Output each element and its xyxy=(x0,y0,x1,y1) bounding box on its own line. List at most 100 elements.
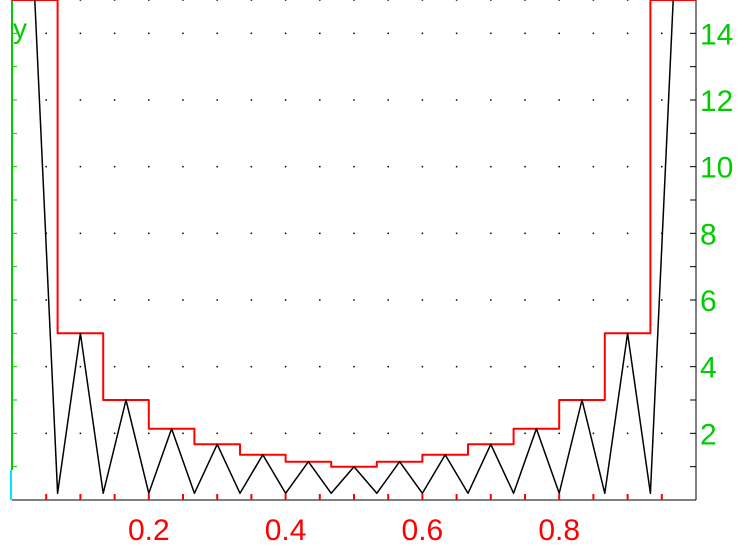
corner-mark xyxy=(10,470,12,500)
grid-dot xyxy=(455,432,458,435)
grid-dot xyxy=(113,99,116,101)
grid-dot xyxy=(113,232,116,235)
grid-dot xyxy=(421,0,424,1)
grid-dot xyxy=(79,232,82,235)
grid-dot xyxy=(250,365,253,368)
grid-dot xyxy=(421,165,424,168)
grid-dot xyxy=(524,165,526,168)
grid-dot xyxy=(216,99,218,101)
grid-dot xyxy=(353,165,355,168)
grid-dot xyxy=(79,432,82,435)
grid-dot xyxy=(592,0,595,1)
grid-dot xyxy=(319,99,321,101)
grid-dot xyxy=(490,0,492,1)
grid-dot xyxy=(592,32,595,35)
grid-dot xyxy=(455,299,458,301)
grid-dot xyxy=(661,32,663,35)
grid-dot xyxy=(79,165,82,168)
grid-dot xyxy=(284,165,287,168)
y-tick-label: 10 xyxy=(700,152,733,185)
grid-dot xyxy=(216,432,218,435)
grid-dot xyxy=(284,99,287,101)
grid-dot xyxy=(558,432,560,435)
grid-dot xyxy=(626,0,629,1)
grid-dot xyxy=(45,165,47,168)
grid-dot xyxy=(113,365,116,368)
grid-dot xyxy=(353,365,355,368)
grid-dot xyxy=(455,99,458,101)
grid-dot xyxy=(319,0,321,1)
grid-dot xyxy=(524,299,526,301)
grid-dot xyxy=(250,165,253,168)
grid-dot xyxy=(661,432,663,435)
grid-dot xyxy=(558,0,560,1)
grid-dot xyxy=(319,365,321,368)
grid-dot xyxy=(661,165,663,168)
grid-dot xyxy=(490,32,492,35)
grid-dot xyxy=(455,232,458,235)
x-tick-label: 0.8 xyxy=(538,514,580,547)
grid-dot xyxy=(558,365,560,368)
grid-dot xyxy=(524,0,526,1)
grid-dot xyxy=(490,299,492,301)
grid-dot xyxy=(558,232,560,235)
grid-dot xyxy=(45,299,47,301)
grid-dot xyxy=(250,0,253,1)
grid-dot xyxy=(421,232,424,235)
y-tick-label: 2 xyxy=(700,418,717,451)
grid-dot xyxy=(113,0,116,1)
grid-dot xyxy=(490,165,492,168)
grid-dot xyxy=(148,299,150,301)
grid-dot xyxy=(45,432,47,435)
grid-dot xyxy=(387,299,389,301)
grid-dot xyxy=(490,99,492,101)
grid-dot xyxy=(182,232,184,235)
grid-dot xyxy=(319,232,321,235)
grid-dot xyxy=(284,299,287,301)
grid-dot xyxy=(319,432,321,435)
grid-dot xyxy=(524,432,526,435)
grid-dot xyxy=(284,365,287,368)
grid-dot xyxy=(524,32,526,35)
grid-dot xyxy=(387,0,389,1)
grid-dot xyxy=(182,0,184,1)
grid-dot xyxy=(182,432,184,435)
y-tick-label: 14 xyxy=(700,18,733,51)
grid-dot xyxy=(148,99,150,101)
y-axis-label: y xyxy=(13,13,27,44)
grid-dot xyxy=(387,432,389,435)
grid-dot xyxy=(558,32,560,35)
grid-dot xyxy=(592,99,595,101)
grid-dot xyxy=(216,365,218,368)
grid-dot xyxy=(79,299,82,301)
grid-dot xyxy=(626,99,629,101)
grid-dot xyxy=(421,32,424,35)
grid-dot xyxy=(182,365,184,368)
grid-dot xyxy=(387,165,389,168)
grid-dot xyxy=(353,432,355,435)
grid-dot xyxy=(626,432,629,435)
grid-dot xyxy=(45,32,47,35)
grid-dot xyxy=(250,232,253,235)
grid-dot xyxy=(490,232,492,235)
grid-dot xyxy=(148,32,150,35)
y-tick-label: 6 xyxy=(700,285,717,318)
grid-dot xyxy=(250,32,253,35)
x-ticks: 0.2 0.4 0.6 0.8 xyxy=(45,494,663,547)
y-tick-label: 12 xyxy=(700,85,733,118)
grid-dot xyxy=(319,165,321,168)
grid-dot xyxy=(661,299,663,301)
grid-dot xyxy=(558,99,560,101)
grid-dot xyxy=(524,232,526,235)
grid-dots xyxy=(45,0,663,435)
grid-dot xyxy=(387,365,389,368)
grid-dot xyxy=(353,299,355,301)
grid-dot xyxy=(661,99,663,101)
grid-dot xyxy=(421,299,424,301)
grid-dot xyxy=(626,232,629,235)
grid-dot xyxy=(455,165,458,168)
x-tick-label: 0.2 xyxy=(128,514,170,547)
grid-dot xyxy=(490,432,492,435)
grid-dot xyxy=(626,165,629,168)
